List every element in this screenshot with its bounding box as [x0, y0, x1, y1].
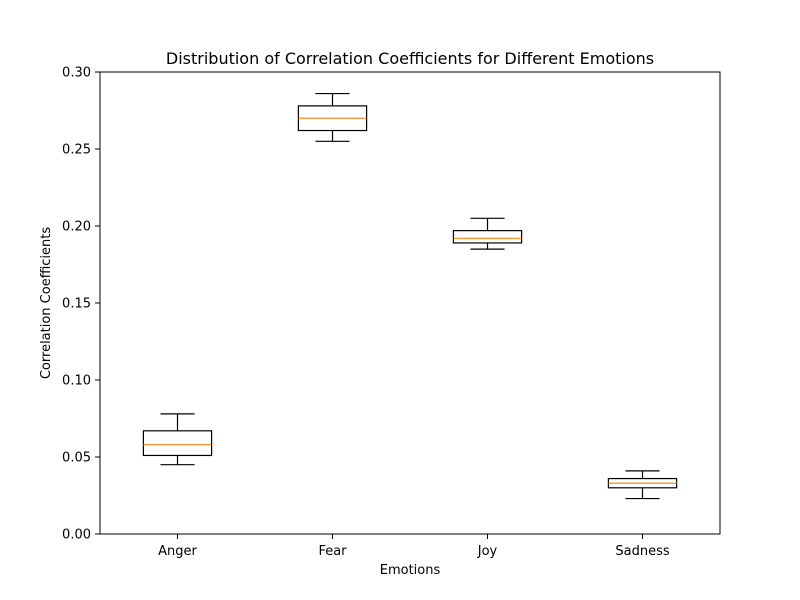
y-tick-label: 0.00 [62, 528, 91, 543]
x-tick-label-joy: Joy [477, 544, 498, 559]
x-axis-label: Emotions [380, 563, 441, 578]
box-fear [297, 92, 368, 142]
x-tick-label-anger: Anger [158, 544, 197, 559]
x-axis: Anger Fear Joy Sadness [158, 534, 670, 559]
chart-title: Distribution of Correlation Coefficients… [166, 49, 654, 68]
iqr-box [142, 430, 213, 457]
box-series [142, 92, 678, 500]
y-tick-label: 0.05 [62, 451, 91, 466]
x-tick-label-sadness: Sadness [615, 544, 669, 559]
box-sadness [607, 470, 678, 500]
x-tick-label-fear: Fear [318, 544, 347, 559]
box-joy [452, 217, 523, 250]
y-tick-label: 0.25 [62, 143, 91, 158]
y-tick-label: 0.20 [62, 220, 91, 235]
box-anger [142, 413, 213, 466]
y-tick-label: 0.10 [62, 374, 91, 389]
y-axis: 0.00 0.05 0.10 0.15 0.20 0.25 0.30 [62, 66, 100, 543]
y-axis-label: Correlation Coefficients [39, 227, 54, 380]
y-tick-label: 0.30 [62, 66, 91, 81]
iqr-box [452, 230, 523, 244]
y-tick-label: 0.15 [62, 297, 91, 312]
